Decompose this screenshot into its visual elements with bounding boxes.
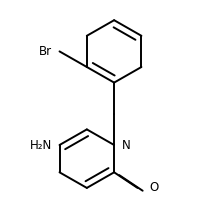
Text: N: N [122, 138, 131, 152]
Text: Br: Br [39, 45, 52, 58]
Text: H₂N: H₂N [29, 138, 52, 152]
Text: O: O [149, 181, 158, 194]
